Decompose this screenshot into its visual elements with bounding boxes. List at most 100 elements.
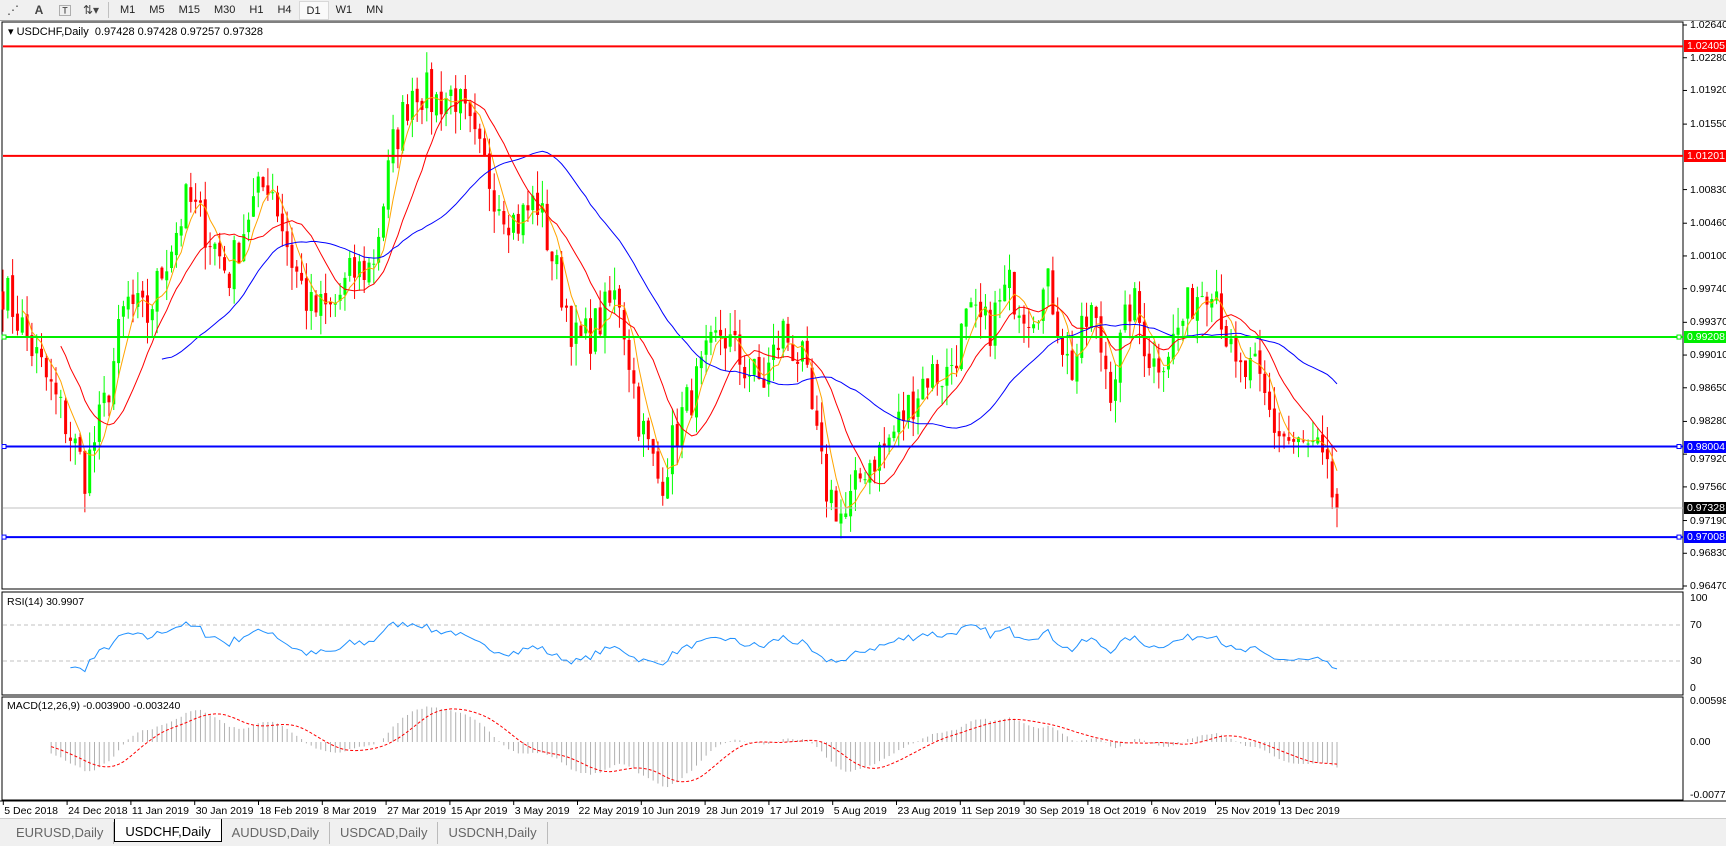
chart-tab[interactable]: EURUSD,Daily: [6, 822, 115, 844]
candle-body: [295, 266, 299, 272]
timeframe-h1[interactable]: H1: [249, 3, 264, 16]
candle-body: [1200, 296, 1204, 298]
candle-body: [1046, 268, 1050, 287]
candle-body: [603, 291, 607, 336]
candle-body: [1268, 391, 1272, 410]
candle-body: [83, 450, 87, 494]
candle-body: [1282, 433, 1286, 437]
candle-body: [319, 293, 323, 316]
candle-body: [15, 313, 19, 331]
candle-body: [1186, 287, 1190, 319]
timeframe-m30[interactable]: M30: [213, 3, 236, 16]
candle-body: [160, 267, 164, 279]
candle-body: [1234, 335, 1238, 362]
arrows-icon[interactable]: ⇅▾: [82, 3, 100, 17]
price-axis-label: 0.99370: [1690, 316, 1726, 329]
candle-body: [1027, 326, 1031, 328]
candle-body: [1051, 270, 1055, 315]
candle-body: [73, 438, 77, 444]
price-axis-label: 0.98280: [1690, 415, 1726, 428]
line-handle: [1676, 444, 1682, 450]
candle-body: [261, 177, 265, 188]
price-level-tag: 0.97008: [1684, 531, 1726, 544]
candle-body: [897, 411, 901, 433]
chart-tab[interactable]: AUDUSD,Daily: [222, 822, 331, 844]
candle-body: [1277, 431, 1281, 437]
candle-body: [434, 94, 438, 116]
line-handle: [1, 334, 7, 340]
candle-body: [680, 407, 684, 448]
timeframe-m15[interactable]: M15: [178, 3, 200, 16]
candle-body: [6, 277, 10, 311]
candle-body: [685, 387, 689, 411]
candle-body: [1301, 440, 1305, 442]
candle-body: [242, 234, 246, 262]
candle-body: [916, 398, 920, 417]
candle-body: [1109, 371, 1113, 403]
price-axis-label: 1.00100: [1690, 249, 1726, 262]
candle-body: [256, 176, 260, 193]
rsi-axis-label: 70: [1690, 619, 1702, 631]
date-axis-label: 5 Aug 2019: [833, 805, 887, 817]
price-axis-label: 1.00460: [1690, 217, 1726, 230]
candle-body: [285, 231, 289, 248]
candle-body: [945, 366, 949, 386]
candle-body: [117, 318, 121, 364]
candle-body: [35, 347, 39, 354]
candle-body: [1133, 288, 1137, 321]
chart-tab[interactable]: USDCHF,Daily: [114, 819, 222, 842]
candle-body: [906, 394, 910, 421]
candle-body: [213, 243, 217, 249]
candle-body: [868, 463, 872, 483]
date-axis-label: 24 Dec 2018: [68, 805, 128, 817]
price-axis-label: 1.01920: [1690, 84, 1726, 97]
candle-body: [988, 309, 992, 346]
price-level-tag: 1.01201: [1684, 149, 1726, 162]
text-label-icon[interactable]: 🅃: [58, 3, 71, 18]
timeframe-mn[interactable]: MN: [366, 3, 384, 16]
candle-body: [324, 293, 328, 305]
timeframe-d1[interactable]: D1: [298, 0, 329, 20]
candle-body: [1008, 269, 1012, 289]
candle-body: [964, 308, 968, 327]
text-icon[interactable]: A: [34, 3, 44, 17]
price-axis-label: 1.02640: [1690, 19, 1726, 31]
candle-body: [1118, 332, 1122, 383]
period-separator-icon[interactable]: ⋰: [7, 3, 19, 17]
candle-body: [805, 340, 809, 365]
candle-body: [1065, 353, 1069, 356]
candle-body: [796, 361, 800, 364]
candle-body: [328, 302, 332, 305]
candle-body: [1229, 338, 1233, 345]
candle-body: [767, 362, 771, 385]
price-level-tag: 0.99208: [1684, 331, 1726, 344]
price-axis-label: 0.96830: [1690, 547, 1726, 560]
candle-body: [20, 317, 24, 333]
candle-body: [873, 459, 877, 472]
candle-body: [290, 244, 294, 268]
timeframe-h4[interactable]: H4: [277, 3, 292, 16]
timeframe-w1[interactable]: W1: [335, 3, 353, 16]
date-axis-label: 23 Aug 2019: [897, 805, 957, 817]
chart-tab[interactable]: USDCAD,Daily: [330, 822, 439, 844]
date-axis-label: 22 May 2019: [578, 805, 640, 817]
candle-body: [675, 424, 679, 446]
candle-body: [550, 251, 554, 262]
candle-body: [714, 330, 718, 333]
candle-body: [998, 300, 1002, 302]
timeframe-m5[interactable]: M5: [149, 3, 165, 16]
candle-body: [825, 453, 829, 502]
candle-body: [1171, 333, 1175, 360]
candle-body: [25, 314, 29, 337]
candle-body: [1113, 379, 1117, 401]
timeframe-m1[interactable]: M1: [120, 3, 136, 16]
price-axis-label: 1.00830: [1690, 183, 1726, 196]
candle-body: [863, 479, 867, 481]
chart-tab[interactable]: USDCNH,Daily: [438, 822, 548, 844]
candle-body: [141, 290, 145, 298]
candle-body: [251, 196, 255, 217]
candle-body: [189, 187, 193, 202]
candle-body: [410, 90, 414, 120]
candle-body: [502, 211, 506, 225]
